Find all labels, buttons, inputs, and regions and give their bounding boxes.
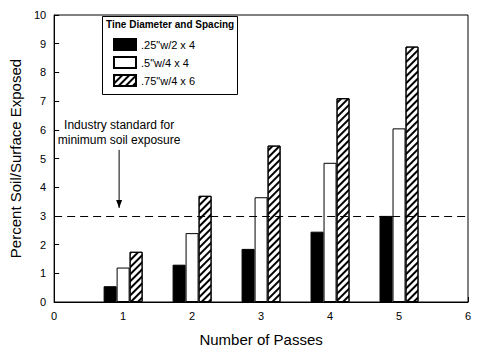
svg-text:Tine Diameter and Spacing: Tine Diameter and Spacing [106,19,234,30]
svg-text:0: 0 [51,310,57,322]
svg-text:Percent Soil/Surface Exposed: Percent Soil/Surface Exposed [7,59,24,258]
svg-text:10: 10 [34,9,46,21]
svg-text:5: 5 [40,153,46,165]
svg-text:minimum soil exposure: minimum soil exposure [58,133,181,147]
svg-text:.5"w/4 x 4: .5"w/4 x 4 [141,57,189,69]
svg-text:3: 3 [40,210,46,222]
svg-text:3: 3 [258,310,264,322]
svg-text:5: 5 [396,310,402,322]
svg-text:.75"w/4 x 6: .75"w/4 x 6 [141,75,195,87]
svg-text:6: 6 [40,124,46,136]
svg-text:2: 2 [189,310,195,322]
svg-text:6: 6 [465,310,471,322]
svg-text:Industry standard for: Industry standard for [64,118,174,132]
svg-text:2: 2 [40,239,46,251]
svg-text:.25"w/2 x 4: .25"w/2 x 4 [141,39,195,51]
svg-text:1: 1 [120,310,126,322]
svg-text:8: 8 [40,66,46,78]
svg-text:9: 9 [40,38,46,50]
svg-text:7: 7 [40,95,46,107]
svg-text:0: 0 [40,296,46,308]
svg-text:Number of Passes: Number of Passes [199,331,322,348]
svg-text:4: 4 [40,181,46,193]
svg-text:4: 4 [327,310,333,322]
svg-text:1: 1 [40,267,46,279]
